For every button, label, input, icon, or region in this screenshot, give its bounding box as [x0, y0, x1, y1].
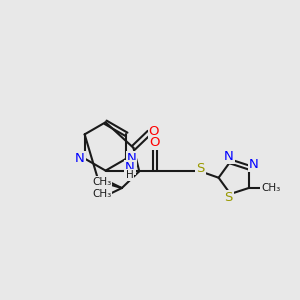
Text: N: N [75, 152, 85, 165]
Text: O: O [149, 125, 159, 138]
Text: N: N [224, 150, 233, 164]
Text: S: S [224, 191, 233, 204]
Text: H: H [126, 170, 134, 180]
Text: O: O [149, 136, 160, 149]
Text: CH₃: CH₃ [92, 189, 111, 200]
Text: N: N [125, 160, 135, 174]
Text: N: N [127, 152, 136, 165]
Text: N: N [249, 158, 259, 171]
Text: CH₃: CH₃ [261, 183, 280, 193]
Text: S: S [196, 162, 205, 175]
Text: CH₃: CH₃ [92, 177, 111, 187]
